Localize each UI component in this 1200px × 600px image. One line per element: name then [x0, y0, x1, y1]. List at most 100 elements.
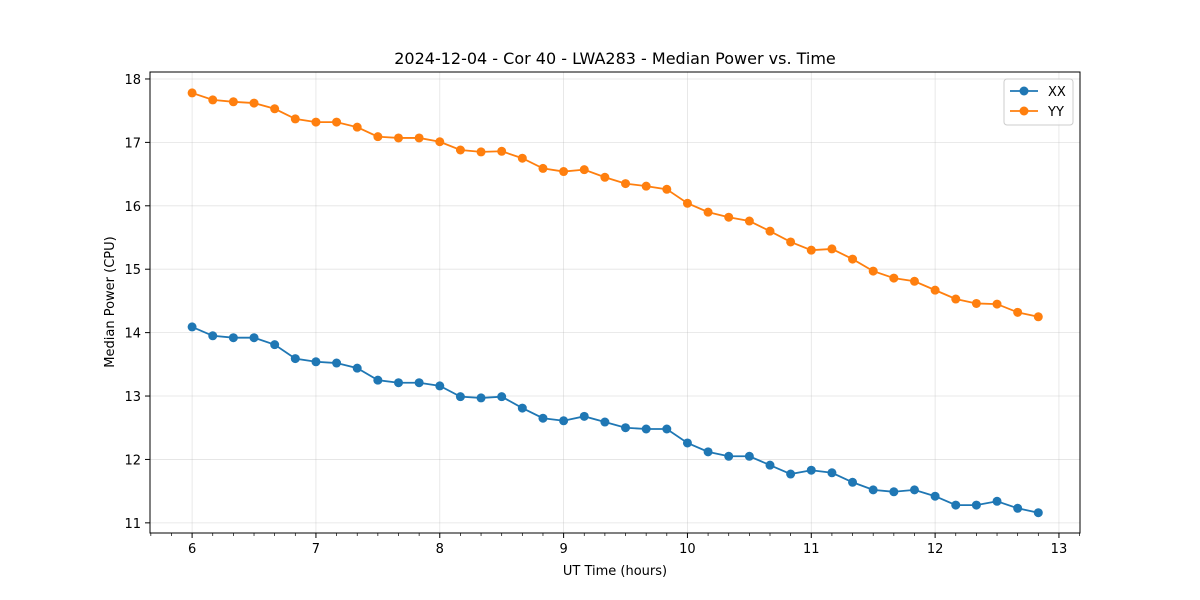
data-point-yy — [435, 137, 445, 147]
data-point-yy — [538, 163, 548, 173]
x-tick-label: 6 — [188, 542, 196, 557]
x-tick-label: 7 — [312, 542, 320, 557]
data-point-yy — [806, 245, 816, 255]
data-point-xx — [373, 375, 383, 385]
x-axis-label: UT Time (hours) — [563, 564, 667, 579]
data-point-xx — [971, 500, 981, 510]
data-point-xx — [311, 357, 321, 367]
data-point-yy — [662, 184, 672, 194]
data-point-xx — [868, 485, 878, 495]
data-point-xx — [765, 460, 775, 470]
plot-frame — [149, 71, 1081, 534]
data-point-yy — [765, 226, 775, 236]
data-point-xx — [249, 333, 259, 343]
data-point-xx — [435, 381, 445, 391]
data-point-yy — [559, 167, 569, 177]
data-point-yy — [270, 104, 280, 114]
data-point-yy — [744, 216, 754, 226]
data-point-xx — [517, 403, 527, 413]
y-tick-label: 14 — [124, 327, 141, 342]
data-point-xx — [703, 447, 713, 457]
y-tick-label: 18 — [124, 73, 141, 88]
data-point-yy — [352, 122, 362, 132]
legend: XX YY — [1003, 78, 1074, 126]
series-xx — [187, 322, 1043, 518]
y-tick-label: 12 — [124, 453, 141, 468]
data-point-yy — [600, 172, 610, 182]
data-point-xx — [538, 413, 548, 423]
data-point-xx — [889, 487, 899, 497]
data-point-xx — [455, 392, 465, 402]
data-point-xx — [641, 424, 651, 434]
y-tick-label: 15 — [124, 263, 141, 278]
y-tick-label: 13 — [124, 390, 141, 405]
data-point-xx — [1013, 503, 1023, 513]
data-point-xx — [909, 485, 919, 495]
data-point-yy — [682, 198, 692, 208]
x-tick-label: 12 — [927, 542, 944, 557]
series-yy — [187, 88, 1043, 322]
data-point-yy — [889, 273, 899, 283]
legend-item-xx: XX — [1010, 85, 1066, 100]
data-point-yy — [848, 254, 858, 264]
data-point-xx — [806, 465, 816, 475]
data-point-yy — [909, 276, 919, 286]
x-axis: 6 7 8 9 10 11 12 13 — [150, 533, 1080, 557]
data-point-xx — [744, 451, 754, 461]
series-line-xx — [191, 326, 1039, 514]
data-point-yy — [641, 181, 651, 191]
data-point-xx — [414, 378, 424, 388]
y-tick-label: 16 — [124, 200, 141, 215]
data-point-xx — [559, 416, 569, 426]
y-tick-label: 17 — [124, 136, 141, 151]
legend-marker-yy — [1019, 106, 1029, 116]
data-point-yy — [517, 153, 527, 163]
data-point-yy — [1013, 307, 1023, 317]
legend-item-yy: YY — [1010, 105, 1064, 120]
data-point-xx — [951, 500, 961, 510]
data-point-xx — [992, 496, 1002, 506]
x-tick-label: 8 — [436, 542, 444, 557]
data-point-yy — [971, 298, 981, 308]
data-point-xx — [393, 378, 403, 388]
data-point-yy — [786, 237, 796, 247]
data-point-yy — [311, 117, 321, 127]
data-point-xx — [786, 469, 796, 479]
data-point-xx — [352, 363, 362, 373]
data-point-yy — [951, 294, 961, 304]
data-point-yy — [497, 146, 507, 156]
data-point-xx — [208, 331, 218, 341]
data-point-yy — [373, 132, 383, 142]
data-point-yy — [414, 133, 424, 143]
data-point-xx — [682, 438, 692, 448]
data-point-yy — [621, 179, 631, 189]
data-point-xx — [332, 358, 342, 368]
data-point-xx — [724, 451, 734, 461]
data-point-xx — [848, 477, 858, 487]
data-point-yy — [724, 212, 734, 222]
data-point-xx — [662, 424, 672, 434]
data-point-xx — [621, 423, 631, 433]
data-point-xx — [827, 468, 837, 478]
data-point-yy — [703, 207, 713, 217]
x-tick-label: 10 — [679, 542, 696, 557]
data-point-xx — [497, 392, 507, 402]
data-point-xx — [579, 411, 589, 421]
x-tick-label: 11 — [803, 542, 820, 557]
data-point-yy — [187, 88, 197, 98]
data-point-xx — [476, 393, 486, 403]
data-point-yy — [393, 133, 403, 143]
data-point-yy — [332, 117, 342, 127]
legend-label-xx: XX — [1048, 85, 1066, 100]
data-point-xx — [1033, 508, 1043, 518]
data-point-yy — [228, 97, 238, 107]
data-point-xx — [290, 354, 300, 364]
data-point-yy — [476, 147, 486, 157]
y-axis-label: Median Power (CPU) — [103, 236, 118, 367]
data-point-yy — [992, 299, 1002, 309]
data-point-xx — [228, 333, 238, 343]
x-tick-label: 9 — [559, 542, 567, 557]
data-point-yy — [868, 266, 878, 276]
data-point-yy — [930, 285, 940, 295]
y-axis: 11 12 13 14 15 16 17 18 — [124, 73, 150, 532]
